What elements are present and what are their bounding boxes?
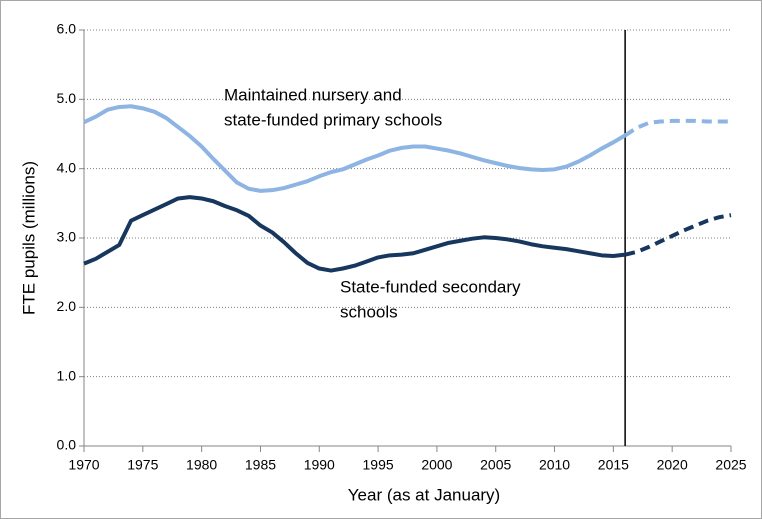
x-tick-label: 2015 <box>598 457 629 473</box>
y-tick-label: 5.0 <box>57 90 77 106</box>
y-tick-label: 1.0 <box>57 367 77 383</box>
series-annotation: schools <box>340 302 398 321</box>
x-tick-label: 1970 <box>68 457 99 473</box>
x-tick-label: 2020 <box>657 457 688 473</box>
series-line-projected <box>624 118 731 138</box>
x-tick-label: 1985 <box>245 457 276 473</box>
x-tick-label: 1990 <box>304 457 335 473</box>
x-tick-label: 1995 <box>363 457 394 473</box>
series-line-projected <box>624 213 732 257</box>
x-tick-label: 2005 <box>480 457 511 473</box>
series-annotation: State-funded secondary <box>340 277 521 296</box>
series-annotation: Maintained nursery and <box>224 85 402 104</box>
y-tick-label: 2.0 <box>57 298 77 314</box>
x-tick-label: 1975 <box>127 457 158 473</box>
y-axis-label: FTE pupils (millions) <box>19 161 38 315</box>
x-tick-label: 2010 <box>539 457 570 473</box>
x-tick-label: 1980 <box>186 457 217 473</box>
series-line <box>83 195 626 273</box>
series-annotation: state-funded primary schools <box>224 110 442 129</box>
y-tick-label: 4.0 <box>57 159 77 175</box>
series-line <box>83 104 627 193</box>
x-tick-label: 2025 <box>715 457 746 473</box>
x-axis-label: Year (as at January) <box>348 485 500 504</box>
y-tick-label: 3.0 <box>57 229 77 245</box>
y-tick-label: 0.0 <box>57 437 77 453</box>
y-tick-label: 6.0 <box>57 21 77 37</box>
x-tick-label: 2000 <box>421 457 452 473</box>
